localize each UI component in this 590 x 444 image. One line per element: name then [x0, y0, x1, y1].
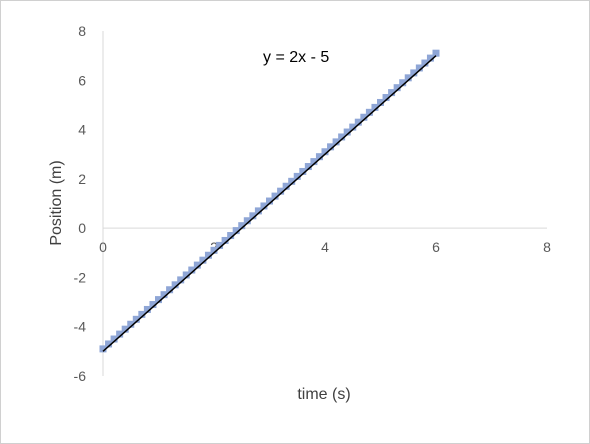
data-point — [321, 148, 329, 156]
data-point — [221, 236, 229, 244]
y-tick-label: 8 — [78, 23, 86, 39]
data-point — [110, 335, 118, 343]
data-point — [315, 153, 323, 161]
data-point — [415, 64, 423, 72]
data-point — [393, 84, 401, 92]
data-point — [304, 163, 312, 171]
data-point — [282, 182, 290, 190]
data-point — [332, 138, 340, 146]
y-tick-label: 4 — [78, 122, 86, 138]
trendline-group — [102, 55, 437, 352]
data-point — [365, 108, 373, 116]
y-tick-label: 0 — [78, 220, 86, 236]
y-tick-label: 2 — [78, 171, 86, 187]
data-point — [371, 103, 379, 111]
data-point — [121, 325, 129, 333]
data-point — [243, 217, 251, 225]
data-point — [105, 340, 113, 348]
y-tick-label: 6 — [78, 72, 86, 88]
tick-labels: -6-4-20246802468 — [74, 23, 552, 384]
data-point — [382, 94, 390, 102]
trendline-equation: y = 2x - 5 — [263, 49, 329, 66]
data-point — [177, 276, 185, 284]
y-axis-title: Position (m) — [48, 160, 65, 245]
data-point — [143, 305, 151, 313]
data-point — [182, 271, 190, 279]
data-point — [266, 197, 273, 205]
data-point — [166, 286, 174, 294]
data-point — [232, 227, 240, 235]
data-point — [349, 123, 357, 131]
axes — [102, 31, 547, 376]
data-point — [188, 266, 196, 274]
data-point — [99, 345, 107, 353]
data-point — [204, 251, 212, 259]
data-point — [277, 187, 285, 195]
data-points — [99, 49, 440, 353]
data-point — [293, 172, 301, 180]
data-point — [410, 69, 418, 77]
data-point — [404, 74, 412, 82]
x-axis-title: time (s) — [297, 386, 350, 403]
data-point — [377, 98, 384, 106]
x-tick-label: 0 — [99, 239, 107, 255]
y-tick-label: -6 — [74, 368, 87, 384]
data-point — [138, 310, 146, 318]
data-point — [299, 167, 307, 175]
data-point — [354, 118, 362, 126]
data-point — [149, 301, 157, 309]
data-point — [260, 202, 268, 210]
data-point — [338, 133, 346, 141]
data-point — [327, 143, 335, 151]
data-point — [360, 113, 368, 121]
data-point — [193, 261, 201, 269]
data-point — [216, 241, 224, 249]
data-point — [271, 192, 279, 200]
data-point — [199, 256, 207, 264]
data-point — [288, 177, 296, 185]
x-tick-label: 6 — [432, 239, 440, 255]
data-point — [238, 222, 246, 230]
data-point — [160, 291, 168, 299]
data-point — [171, 281, 179, 289]
trendline — [102, 55, 437, 352]
data-point — [399, 79, 407, 87]
data-point — [343, 128, 351, 136]
data-point — [155, 296, 162, 304]
data-point — [426, 54, 434, 62]
data-point — [132, 315, 140, 323]
data-point — [254, 207, 262, 215]
y-tick-label: -4 — [74, 319, 87, 335]
data-point — [127, 320, 135, 328]
x-tick-label: 8 — [543, 239, 551, 255]
data-point — [388, 89, 396, 97]
data-point — [210, 246, 218, 254]
data-point — [432, 49, 440, 57]
data-point — [310, 158, 318, 166]
data-point — [421, 59, 429, 67]
x-tick-label: 4 — [321, 239, 329, 255]
data-point — [116, 330, 124, 338]
data-point — [227, 232, 235, 240]
y-tick-label: -2 — [74, 269, 87, 285]
data-point — [249, 212, 257, 220]
